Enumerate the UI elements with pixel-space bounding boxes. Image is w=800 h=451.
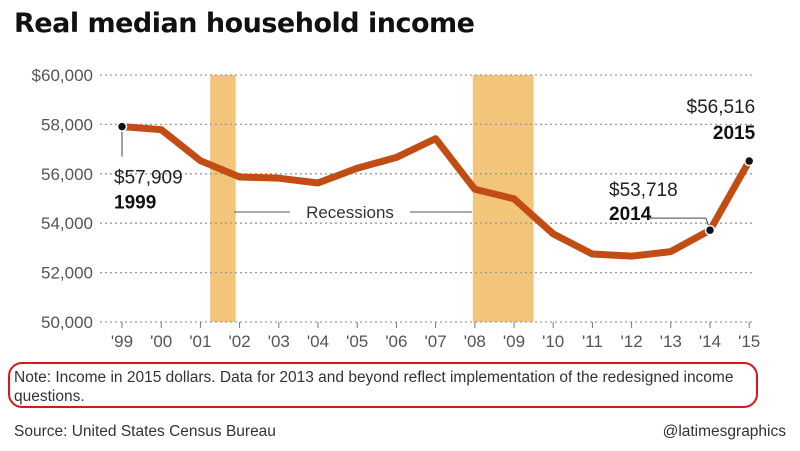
x-tick-label: '03 xyxy=(268,332,290,351)
x-tick-label: '06 xyxy=(385,332,407,351)
recession-band-1 xyxy=(210,75,236,322)
x-tick-label: '08 xyxy=(464,332,486,351)
x-tick-label: '09 xyxy=(503,332,525,351)
annotation-year-1999: 1999 xyxy=(114,193,156,214)
x-tick-label: '02 xyxy=(229,332,251,351)
y-tick-label: 54,000 xyxy=(41,214,93,233)
x-tick-label: '11 xyxy=(582,332,603,351)
x-tick-label: '14 xyxy=(699,332,721,351)
y-tick-label: $60,000 xyxy=(32,66,93,85)
x-tick-label: '10 xyxy=(542,332,564,351)
recession-label: Recessions xyxy=(306,203,394,222)
chart-note: Note: Income in 2015 dollars. Data for 2… xyxy=(14,369,734,405)
annotation-value-2015: $56,516 xyxy=(687,97,756,118)
x-tick-label: '12 xyxy=(621,332,643,351)
annotation-year-2014: 2014 xyxy=(609,204,652,225)
x-tick-label: '07 xyxy=(425,332,447,351)
annotation-value-1999: $57,909 xyxy=(114,168,183,189)
y-tick-label: 56,000 xyxy=(41,165,93,184)
x-tick-label: '13 xyxy=(660,332,682,351)
income-series-line xyxy=(118,123,753,260)
annotation-year-2015: 2015 xyxy=(713,123,756,144)
x-tick-label: '01 xyxy=(189,332,211,351)
x-tick-label: '04 xyxy=(307,332,329,351)
note-highlight-box xyxy=(8,362,758,408)
credit-line: @latimesgraphics xyxy=(662,423,786,440)
x-tick-label: '00 xyxy=(150,332,172,351)
x-tick-label: '05 xyxy=(346,332,368,351)
line-chart: 50,000 52,000 54,000 56,000 58,000 $60,000 '99… xyxy=(32,66,761,351)
data-point-1999 xyxy=(116,121,128,132)
annotation-value-2014: $53,718 xyxy=(609,180,678,201)
y-tick-label: 52,000 xyxy=(41,264,93,283)
x-tick-label: '15 xyxy=(738,332,760,351)
chart-title: Real median household income xyxy=(14,8,475,39)
y-tick-label: 58,000 xyxy=(41,115,93,134)
y-tick-label: 50,000 xyxy=(41,313,93,332)
data-point-2015 xyxy=(743,155,755,167)
data-point-2014 xyxy=(704,224,716,236)
source-line: Source: United States Census Bureau xyxy=(14,423,276,440)
x-tick-label: '99 xyxy=(111,332,133,351)
